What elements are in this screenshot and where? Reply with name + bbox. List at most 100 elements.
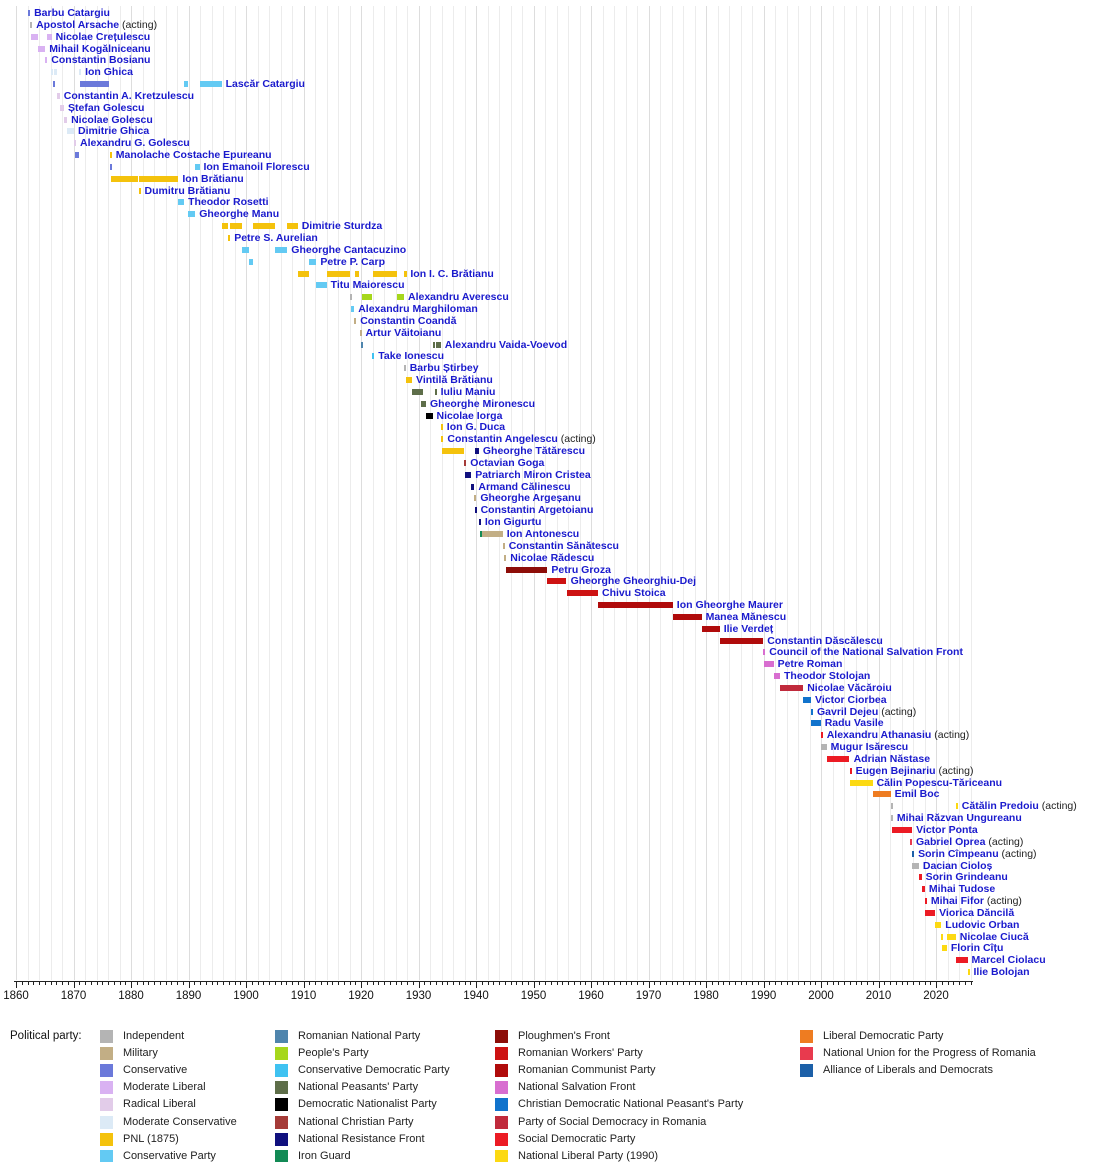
person-link[interactable]: Cătălin Predoiu (acting) <box>962 800 1077 812</box>
person-link[interactable]: Nicolae Ciucă <box>960 931 1029 943</box>
person-link[interactable]: Titu Maiorescu <box>331 279 405 291</box>
person-link[interactable]: Artur Văitoianu <box>366 327 442 339</box>
gridline <box>602 6 604 980</box>
person-link[interactable]: Alexandru G. Golescu <box>80 137 190 149</box>
person-link[interactable]: Dimitrie Ghica <box>78 125 149 137</box>
person-link[interactable]: Patriarch Miron Cristea <box>475 469 591 481</box>
axis-tick <box>441 982 443 985</box>
person-link[interactable]: Constantin Bosianu <box>51 54 150 66</box>
person-link[interactable]: Manolache Costache Epureanu <box>116 149 272 161</box>
person-link[interactable]: Apostol Arsache (acting) <box>36 19 157 31</box>
person-link[interactable]: Mihai Fifor (acting) <box>931 895 1022 907</box>
person-link[interactable]: Ion Gigurtu <box>485 516 542 528</box>
person-link[interactable]: Gheorghe Gheorghiu-Dej <box>571 575 696 587</box>
person-link[interactable]: Mugur Isărescu <box>831 741 909 753</box>
person-link[interactable]: Victor Ciorbea <box>815 694 887 706</box>
person-link[interactable]: Ion G. Duca <box>447 421 505 433</box>
person-link[interactable]: Constantin Angelescu (acting) <box>447 433 595 445</box>
legend-label: Moderate Conservative <box>123 1115 237 1128</box>
person-link[interactable]: Ion I. C. Brătianu <box>410 268 493 280</box>
person-link[interactable]: Theodor Rosetti <box>188 196 269 208</box>
person-link[interactable]: Petre S. Aurelian <box>234 232 318 244</box>
person-link[interactable]: Nicolae Crețulescu <box>56 31 151 43</box>
person-link[interactable]: Mihail Kogălniceanu <box>49 43 151 55</box>
person-link[interactable]: Sorin Cîmpeanu (acting) <box>918 848 1036 860</box>
term-bar <box>349 294 352 301</box>
person-link[interactable]: Take Ionescu <box>378 350 444 362</box>
person-link[interactable]: Alexandru Vaida-Voevod <box>445 339 567 351</box>
person-link[interactable]: Sorin Grindeanu <box>926 871 1008 883</box>
person-link[interactable]: Chivu Stoica <box>602 587 666 599</box>
person-link[interactable]: Constantin Sănătescu <box>509 540 619 552</box>
person-link[interactable]: Ion Gheorghe Maurer <box>677 599 783 611</box>
term-bar <box>956 957 968 964</box>
person-link[interactable]: Victor Ponta <box>916 824 978 836</box>
person-link[interactable]: Mihai Tudose <box>929 883 995 895</box>
person-link[interactable]: Marcel Ciolacu <box>972 954 1046 966</box>
gridline <box>901 6 903 980</box>
person-link[interactable]: Alexandru Averescu <box>408 291 509 303</box>
person-link[interactable]: Alexandru Athanasiu (acting) <box>827 729 970 741</box>
person-link[interactable]: Barbu Catargiu <box>34 7 110 19</box>
person-link[interactable]: Gheorghe Mironescu <box>430 398 535 410</box>
axis-year-label: 1960 <box>578 990 604 1002</box>
person-link[interactable]: Ilie Bolojan <box>974 966 1030 978</box>
person-link[interactable]: Manea Mănescu <box>706 611 787 623</box>
person-link[interactable]: Florin Cîțu <box>951 942 1004 954</box>
person-link[interactable]: Gheorghe Cantacuzino <box>291 244 406 256</box>
person-link[interactable]: Gheorghe Argeșanu <box>480 492 581 504</box>
axis-tick <box>642 982 644 985</box>
person-link[interactable]: Ion Brătianu <box>182 173 243 185</box>
axis-tick <box>315 982 316 985</box>
person-link[interactable]: Nicolae Văcăroiu <box>807 682 892 694</box>
person-link[interactable]: Nicolae Iorga <box>437 410 503 422</box>
person-link[interactable]: Ion Antonescu <box>507 528 580 540</box>
person-link[interactable]: Viorica Dăncilă <box>939 907 1014 919</box>
person-row: Nicolae Golescu <box>0 114 1100 126</box>
term-bar <box>30 21 33 28</box>
person-link[interactable]: Eugen Bejinariu (acting) <box>856 765 974 777</box>
term-bar <box>297 270 310 277</box>
person-link[interactable]: Lascăr Catargiu <box>226 78 305 90</box>
person-link[interactable]: Council of the National Salvation Front <box>769 646 963 658</box>
axis-tick <box>21 982 23 985</box>
person-link[interactable]: Iuliu Maniu <box>441 386 496 398</box>
legend-label: Conservative Party <box>123 1149 216 1162</box>
person-link[interactable]: Constantin A. Kretzulescu <box>64 90 194 102</box>
person-link[interactable]: Armand Călinescu <box>478 481 570 493</box>
person-link[interactable]: Radu Vasile <box>825 717 884 729</box>
person-link[interactable]: Ion Ghica <box>85 66 133 78</box>
person-link[interactable]: Gavril Dejeu (acting) <box>817 706 916 718</box>
person-link[interactable]: Theodor Stolojan <box>784 670 870 682</box>
person-link[interactable]: Dimitrie Sturdza <box>302 220 383 232</box>
person-link[interactable]: Nicolae Golescu <box>71 114 153 126</box>
person-link[interactable]: Petru Groza <box>551 564 611 576</box>
person-link[interactable]: Mihai Răzvan Ungureanu <box>897 812 1022 824</box>
person-link[interactable]: Ion Emanoil Florescu <box>204 161 310 173</box>
person-name: Chivu Stoica <box>602 587 666 600</box>
person-link[interactable]: Constantin Argetoianu <box>481 504 594 516</box>
person-link[interactable]: Adrian Năstase <box>854 753 930 765</box>
person-link[interactable]: Dacian Cioloș <box>923 860 992 872</box>
person-link[interactable]: Călin Popescu-Tăriceanu <box>877 777 1002 789</box>
person-link[interactable]: Ștefan Golescu <box>68 102 144 114</box>
person-link[interactable]: Constantin Dăscălescu <box>767 635 883 647</box>
person-link[interactable]: Emil Boc <box>895 788 940 800</box>
person-link[interactable]: Ilie Verdeț <box>724 623 774 635</box>
person-link[interactable]: Vintilă Brătianu <box>416 374 493 386</box>
person-link[interactable]: Gheorghe Tătărescu <box>483 445 585 457</box>
person-link[interactable]: Constantin Coandă <box>360 315 456 327</box>
person-link[interactable]: Dumitru Brătianu <box>145 185 231 197</box>
person-link[interactable]: Ludovic Orban <box>945 919 1019 931</box>
person-link[interactable]: Alexandru Marghiloman <box>358 303 478 315</box>
person-link[interactable]: Petre Roman <box>778 658 843 670</box>
person-link[interactable]: Barbu Știrbey <box>410 362 479 374</box>
person-link[interactable]: Petre P. Carp <box>320 256 385 268</box>
person-name: Nicolae Rădescu <box>510 551 595 564</box>
person-link[interactable]: Gabriel Oprea (acting) <box>916 836 1023 848</box>
person-link[interactable]: Gheorghe Manu <box>199 208 279 220</box>
axis-tick <box>269 982 270 985</box>
person-link[interactable]: Octavian Goga <box>470 457 544 469</box>
person-link[interactable]: Nicolae Rădescu <box>510 552 594 564</box>
axis-year-label: 1860 <box>3 990 29 1002</box>
